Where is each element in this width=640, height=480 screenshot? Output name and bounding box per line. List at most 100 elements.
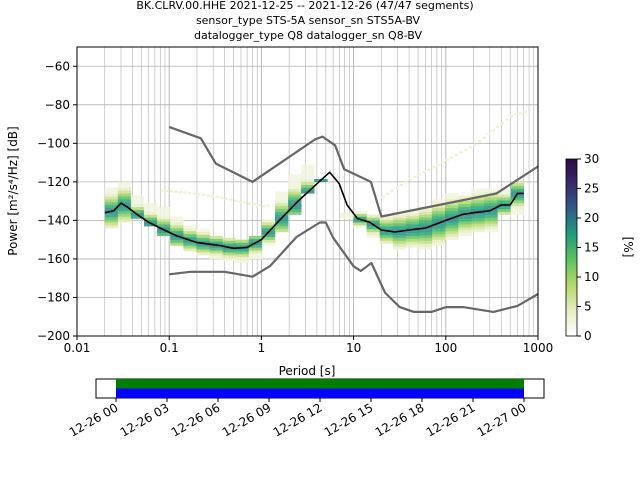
heatmap-cell <box>170 239 184 243</box>
heatmap-cell <box>510 197 524 201</box>
heatmap-cell <box>432 225 446 229</box>
heatmap-cell <box>484 223 498 227</box>
heatmap-cell <box>445 219 459 223</box>
heatmap-cell <box>261 239 276 243</box>
heatmap-cell <box>288 197 302 201</box>
heatmap-cell <box>432 239 446 243</box>
chart-title-line2: sensor_type STS-5A sensor_sn STS5A-BV <box>196 14 421 27</box>
heatmap-cell <box>220 196 224 199</box>
heatmap-cell <box>392 246 407 250</box>
heatmap-cell <box>405 215 420 219</box>
heatmap-cell <box>394 186 399 190</box>
heatmap-cell <box>419 220 433 224</box>
timeline-bar <box>116 388 524 398</box>
heatmap-cell <box>392 217 407 221</box>
heatmap-cell <box>381 195 385 198</box>
heatmap-cell <box>392 240 407 244</box>
low-noise-model-line <box>169 221 539 313</box>
heatmap-cell <box>491 129 495 132</box>
heatmap-cell <box>247 202 252 205</box>
y-tick-label: −60 <box>45 59 70 73</box>
heatmap-cell <box>157 227 171 231</box>
heatmap-cell <box>160 189 164 192</box>
heatmap-cell <box>206 194 210 197</box>
heatmap-cell <box>196 246 210 250</box>
heatmap-cell <box>288 206 302 210</box>
heatmap-cell <box>157 215 171 219</box>
heatmap-cell <box>445 228 459 232</box>
heatmap-cell <box>196 249 210 253</box>
heatmap-cell <box>510 206 524 210</box>
heatmap-cell <box>458 209 472 213</box>
heatmap-cell <box>510 182 524 186</box>
heatmap-cell <box>445 210 459 214</box>
colorbar-tick-label: 25 <box>584 182 599 196</box>
heatmap-cell <box>353 222 367 226</box>
y-tick-label: −100 <box>37 136 70 150</box>
timeline-tick-label: 12-26 03 <box>118 400 172 439</box>
heatmap-cell <box>471 217 485 221</box>
heatmap-cell <box>379 226 394 230</box>
heatmap-cell <box>261 236 276 240</box>
heatmap-cell <box>222 255 236 259</box>
heatmap-cell <box>405 232 420 236</box>
heatmap-cell <box>130 198 145 202</box>
heatmap-cell <box>432 216 446 220</box>
heatmap-cell <box>405 235 420 239</box>
heatmap-cell <box>170 222 184 226</box>
colorbar-tick-label: 5 <box>584 300 592 314</box>
heatmap-cell <box>117 205 132 209</box>
y-tick-label: −140 <box>37 213 70 227</box>
heatmap-cell <box>301 167 315 171</box>
heatmap-cell <box>484 194 498 198</box>
heatmap-cell <box>104 213 119 217</box>
heatmap-cell <box>248 235 263 239</box>
heatmap-cell <box>288 182 302 186</box>
heatmap-cell <box>445 213 459 217</box>
heatmap-cell <box>117 213 132 217</box>
heatmap-cell <box>174 190 178 193</box>
timeline-tick-label: 12-27 00 <box>475 400 529 439</box>
heatmap-cell <box>170 242 184 246</box>
heatmap-cell <box>445 236 459 240</box>
heatmap-cell <box>471 223 485 227</box>
heatmap-cell <box>510 188 524 192</box>
heatmap-cell <box>235 242 250 246</box>
heatmap-cell <box>510 211 524 215</box>
plot-frame <box>76 46 539 337</box>
heatmap-cell <box>130 195 145 199</box>
colorbar-tick-label: 20 <box>584 211 599 225</box>
heatmap-cell <box>178 191 183 194</box>
heatmap-cell <box>413 175 417 178</box>
heatmap-cell <box>379 240 394 244</box>
heatmap-cell <box>196 232 210 236</box>
heatmap-cell <box>445 158 449 162</box>
colorbar-tick-label: 30 <box>584 152 599 166</box>
x-axis: 0.01 0.1 1 10 100 1000 <box>64 336 553 355</box>
heatmap-cell <box>117 193 132 197</box>
heatmap-cell <box>288 174 302 178</box>
heatmap-cell <box>419 208 433 212</box>
heatmap-cell <box>209 244 223 248</box>
noise-model-lines <box>104 125 539 313</box>
heatmap-cell <box>454 153 459 156</box>
heatmap-cell <box>458 201 472 205</box>
heatmap-cell <box>288 188 302 192</box>
heatmap-cell <box>275 226 289 230</box>
heatmap-cell <box>261 205 265 208</box>
heatmap-cell <box>514 113 518 116</box>
heatmap-cell <box>197 193 201 196</box>
heatmap-cell <box>164 189 169 193</box>
heatmap-cell <box>235 257 250 261</box>
colorbar-tick-label: 15 <box>584 241 599 255</box>
heatmap-cell <box>275 229 289 233</box>
heatmap-cell <box>484 206 498 210</box>
heatmap-cell <box>183 231 197 235</box>
timeline-bar <box>116 379 524 389</box>
heatmap-cell <box>405 224 420 228</box>
heatmap-cell <box>248 256 263 260</box>
heatmap-cell <box>288 200 302 204</box>
colorbar-label: [%] <box>621 237 635 258</box>
heatmap-cell <box>104 205 119 209</box>
